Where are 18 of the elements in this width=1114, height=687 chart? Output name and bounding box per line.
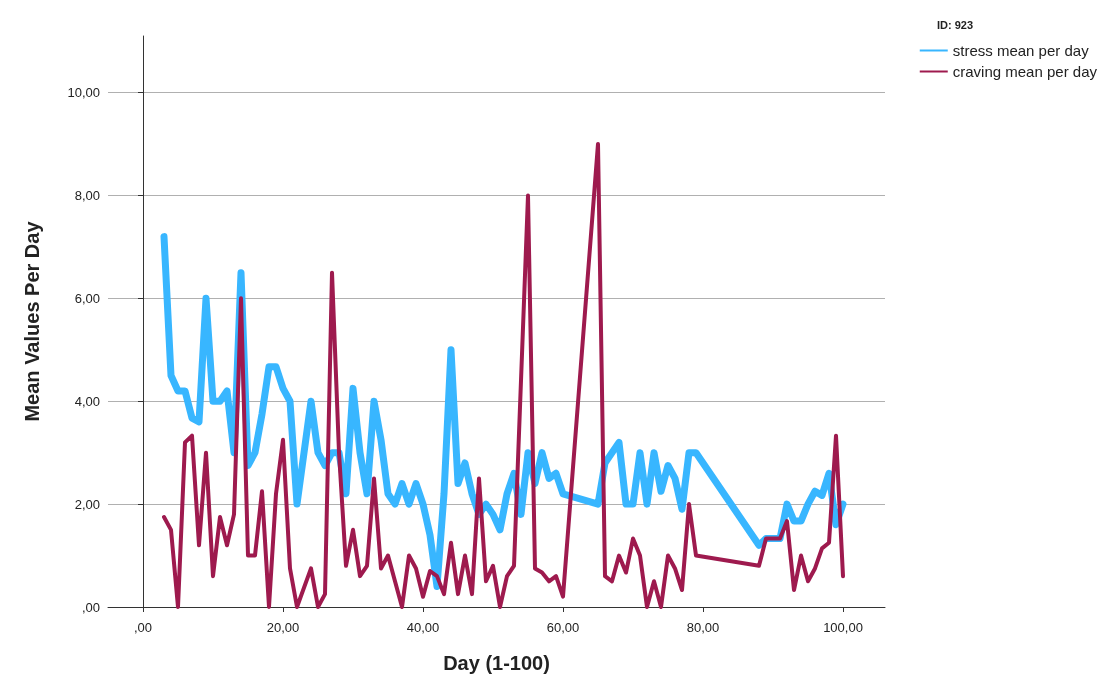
x-tick-label: 60,00 bbox=[546, 620, 580, 635]
y-tick-label: 2,00 bbox=[74, 496, 100, 512]
legend-label: craving mean per day bbox=[952, 63, 1098, 80]
y-axis-title: Mean Values Per Day bbox=[21, 220, 43, 422]
y-tick-label: 6,00 bbox=[74, 290, 100, 306]
x-tick-label: 20,00 bbox=[266, 620, 300, 635]
y-tick-label: 8,00 bbox=[74, 187, 100, 203]
x-tick-label: ,00 bbox=[133, 620, 153, 635]
y-tick-label: 10,00 bbox=[67, 85, 100, 101]
x-tick-label: 80,00 bbox=[686, 620, 720, 635]
line-series bbox=[162, 142, 845, 609]
legend-title: ID: 923 bbox=[936, 18, 974, 31]
x-axis-title: Day (1-100) bbox=[443, 652, 550, 674]
legend-label: stress mean per day bbox=[952, 42, 1090, 59]
x-tick-label: 100,00 bbox=[823, 620, 863, 635]
y-tick-label: 4,00 bbox=[74, 393, 100, 409]
y-tick-label: ,00 bbox=[81, 599, 100, 615]
x-tick-label: 40,00 bbox=[406, 620, 440, 635]
